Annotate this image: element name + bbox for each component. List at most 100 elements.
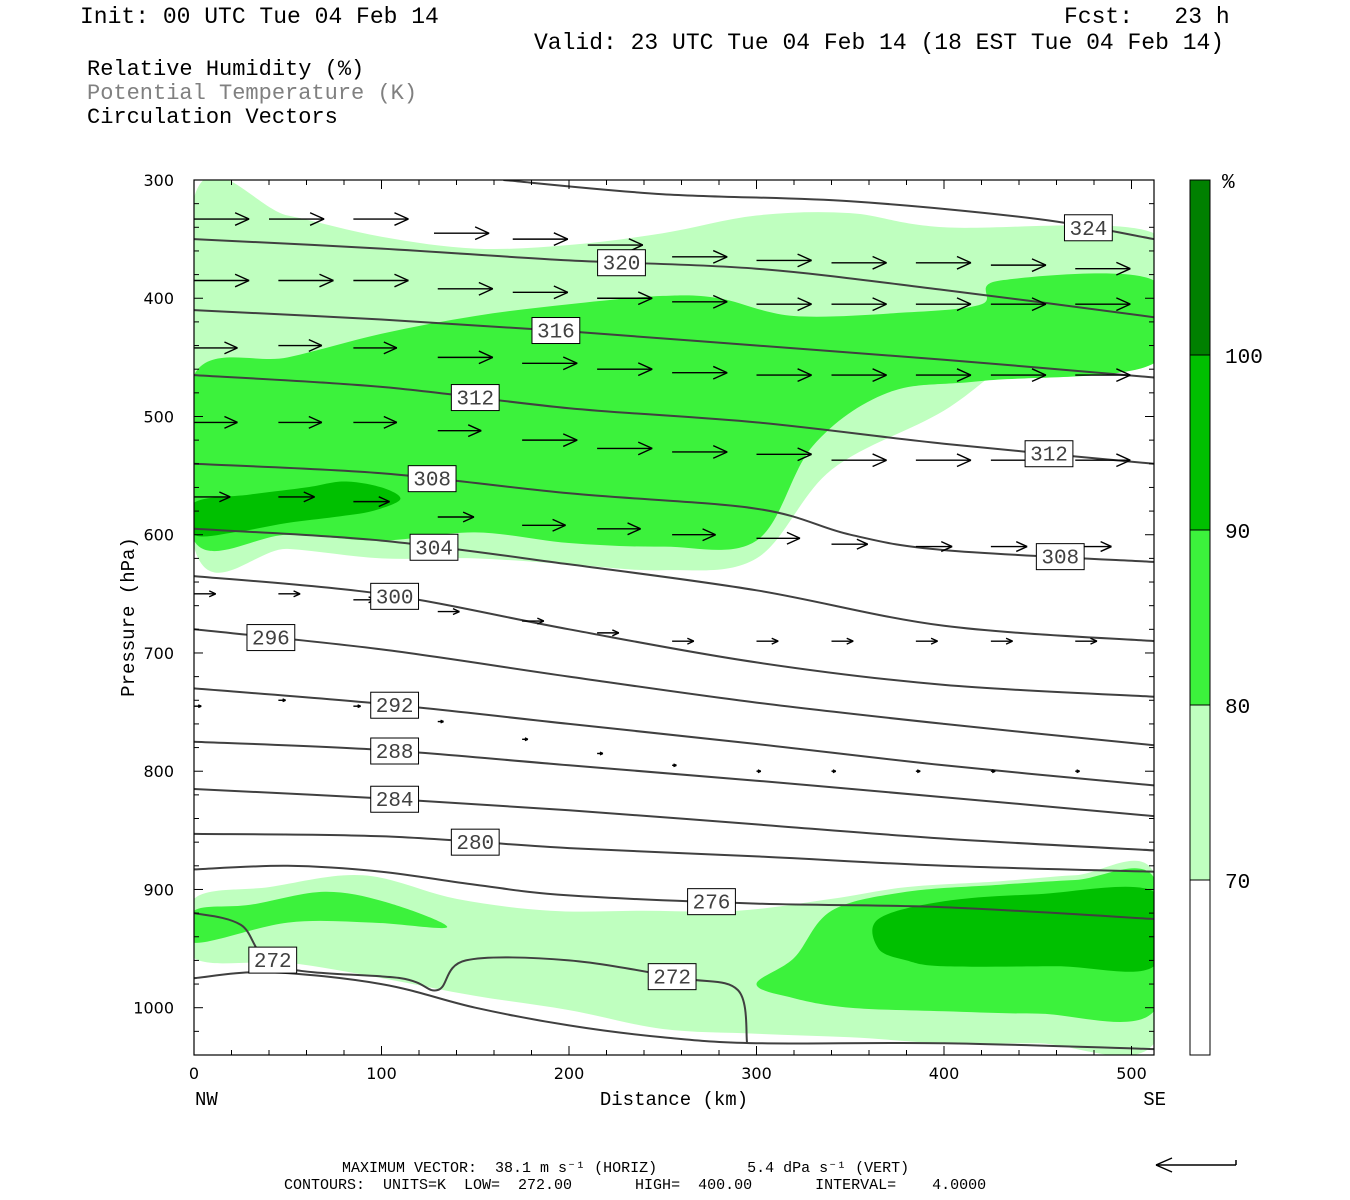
svg-text:312: 312 [1030,445,1068,468]
circulation-vector [1075,261,1131,276]
svg-text:300: 300 [376,587,414,610]
circulation-vector [522,617,545,625]
contours-footer: CONTOURS: UNITS=K LOW= 272.00 HIGH= 400.… [284,1177,987,1194]
circulation-vector [672,637,695,645]
colorbar-unit: % [1222,172,1235,195]
y-tick-label: 700 [143,644,174,663]
circulation-vector [522,433,578,448]
circulation-vector [512,285,569,300]
y-tick-label: 900 [143,880,174,899]
legend-potential-temperature: Potential Temperature (K) [87,81,418,106]
y-tick-label: 1000 [133,999,174,1018]
circulation-vector [915,769,921,774]
svg-text:312: 312 [456,389,494,412]
theta-contour-308-4 [194,462,1154,563]
theta-contour-280-11 [194,832,1154,873]
circulation-vector [831,368,887,383]
theta-contour-316-2 [194,309,1154,379]
contour-label-308: 308 [407,465,457,493]
circulation-vector [915,541,953,553]
circulation-vector [756,297,812,312]
colorbar-band-0 [1189,179,1211,356]
init-time: Init: 00 UTC Tue 04 Feb 14 [80,4,439,30]
x-tick-label: 0 [189,1064,199,1083]
circulation-vector [278,491,315,503]
x-axis-label: Distance (km) [600,1089,748,1111]
colorbar-band-1 [1189,354,1211,531]
contour-label-272: 272 [248,946,298,974]
contour-label-284: 284 [370,785,420,813]
contour-label-296: 296 [246,624,296,652]
circulation-vector [522,356,578,371]
contour-label-320: 320 [597,249,646,277]
contour-label-324: 324 [1063,214,1113,242]
colorbar-level-label: 90 [1225,522,1250,545]
circulation-vector [269,212,325,226]
circulation-vector [353,273,409,288]
contour-label-300: 300 [370,582,420,610]
circulation-vector [597,362,653,377]
circulation-vector [672,365,728,380]
circulation-vector [437,719,444,724]
svg-text:324: 324 [1069,219,1107,242]
colorbar-band-4 [1189,879,1211,1056]
circulation-vector [990,258,1047,273]
contour-label-272: 272 [647,963,697,991]
y-tick-label: 400 [143,289,174,308]
x-tick-label: 400 [929,1064,960,1083]
circulation-vector [434,226,490,241]
circulation-vector [1075,297,1131,312]
theta-contour-272-14 [194,971,1154,1051]
colorbar-level-label: 100 [1225,347,1263,370]
circulation-vector [194,704,202,709]
x-tick-label: 300 [741,1064,772,1083]
circulation-vector [915,368,972,383]
circulation-vector [597,291,653,306]
circulation-vector [831,297,887,312]
circulation-vector [278,415,323,429]
circulation-vector [1154,271,1161,274]
theta-contour-320-1 [194,238,1154,319]
circulation-vector [353,496,390,508]
circulation-vector [278,273,334,288]
contour-label-288: 288 [370,737,420,765]
rh-region-90-2 [194,481,401,537]
circulation-vector [194,341,238,355]
circulation-vector [990,297,1047,312]
circulation-vector [756,531,801,545]
circulation-vector [756,447,812,462]
circulation-vector [756,769,762,774]
circulation-vector [831,637,854,645]
svg-text:272: 272 [254,951,292,974]
plot-frame [193,179,1155,1056]
reference-vector-arrow [1155,1157,1237,1173]
circulation-vector [597,751,604,756]
circulation-vector [194,491,231,503]
svg-text:288: 288 [376,742,414,765]
svg-text:292: 292 [376,696,414,719]
y-tick-label: 800 [143,762,174,781]
svg-text:304: 304 [415,538,453,561]
circulation-vector [672,763,677,768]
svg-text:316: 316 [537,322,575,345]
circulation-vector [831,255,887,270]
theta-contour-292-8 [194,687,1154,787]
circulation-vector [194,212,250,226]
circulation-vector [756,253,812,268]
circulation-vector [522,518,566,532]
theta-contour-304-5 [194,527,1154,643]
theta-contour-296-7 [194,628,1154,747]
colorbar-level-label: 80 [1225,697,1250,720]
legend-circulation-vectors: Circulation Vectors [87,105,338,130]
circulation-vector [194,415,238,429]
svg-text:280: 280 [456,833,494,856]
circulation-vector [353,415,398,429]
colorbar: % 70 80 90 100 [1189,172,1263,1056]
svg-text:272: 272 [653,968,691,991]
y-axis-label: Pressure (hPa) [118,537,140,697]
circulation-vector [437,424,482,438]
circulation-vector [672,445,728,459]
contour-label-304: 304 [409,533,459,561]
colorbar-level-label: 70 [1225,872,1250,895]
